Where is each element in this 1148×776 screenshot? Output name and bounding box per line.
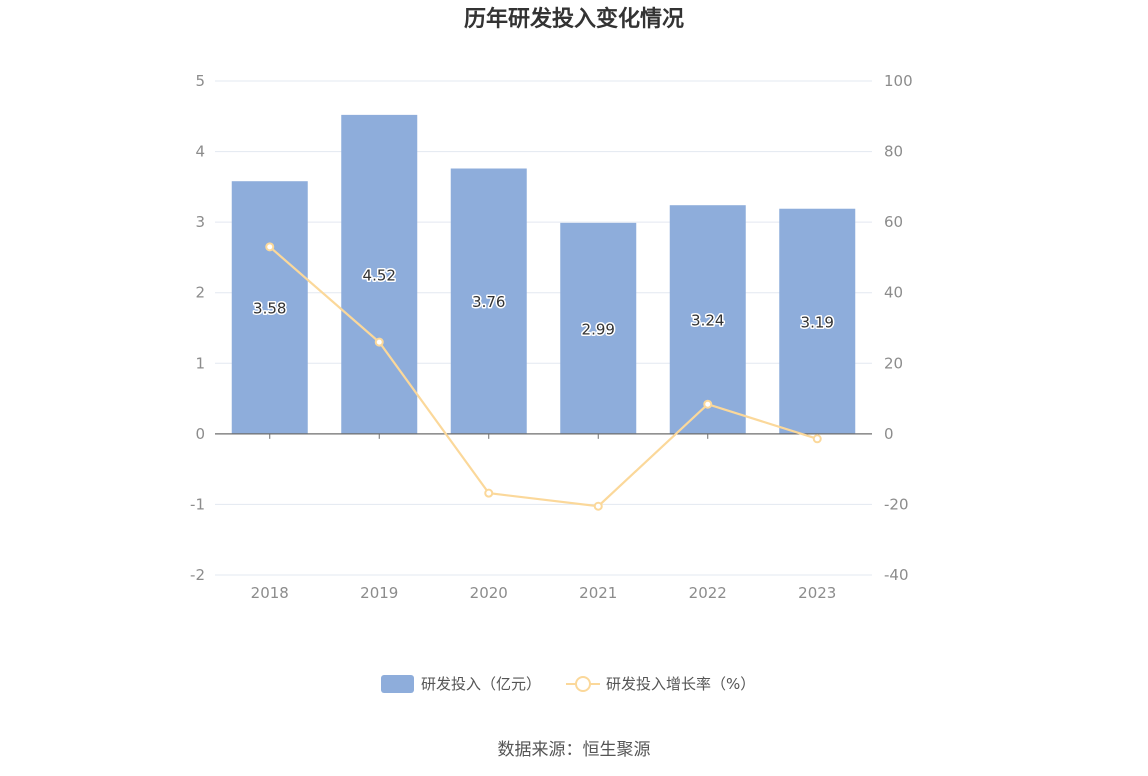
right-tick-label: 60 [884,213,903,231]
x-tick-label: 2019 [360,584,398,602]
left-tick-label: -2 [190,566,205,584]
right-tick-label: 20 [884,354,903,372]
line-series [265,242,822,511]
bar-data-label: 4.52 [363,266,396,284]
bar-data-label: 3.58 [253,300,286,318]
growth-rate-point [812,434,822,444]
x-tick-label: 2020 [470,584,508,602]
x-tick-label: 2021 [579,584,617,602]
legend-line-marker[interactable] [575,676,591,692]
bar-data-label: 3.24 [691,312,724,330]
left-tick-label: 5 [195,72,205,90]
growth-rate-point [265,242,275,252]
legend: 研发投入（亿元） 研发投入增长率（%） [381,675,755,693]
bar-data-labels: 3.58 4.52 3.76 2.99 3.24 3.19 [252,265,836,340]
x-axis: 2018 2019 2020 2021 2022 2023 [251,433,836,602]
left-tick-label: -1 [190,495,205,513]
data-source: 数据来源：恒生聚源 [498,740,651,760]
growth-rate-point [703,399,713,409]
chart-title: 历年研发投入变化情况 [464,6,684,32]
left-tick-label: 1 [195,354,205,372]
bar [560,222,637,434]
left-axis: 5 4 3 2 1 0 -1 -2 [190,72,205,584]
left-tick-label: 3 [195,213,205,231]
growth-rate-point [484,488,494,498]
right-tick-label: -40 [884,566,909,584]
bar-data-label: 3.76 [472,293,505,311]
bar [669,205,746,434]
bar-series [231,114,856,434]
right-axis: 100 80 60 40 20 0 -20 -40 [884,72,913,584]
bar [779,208,856,434]
growth-rate-point [593,501,603,511]
x-tick-label: 2023 [798,584,836,602]
left-tick-label: 2 [195,284,205,302]
x-tick-label: 2018 [251,584,289,602]
bar-data-label: 3.19 [801,313,834,331]
legend-line-label[interactable]: 研发投入增长率（%） [606,675,755,693]
bar-data-label: 2.99 [582,320,615,338]
legend-bar-label[interactable]: 研发投入（亿元） [421,675,541,693]
right-tick-label: 100 [884,72,913,90]
bar [231,181,308,434]
left-tick-label: 4 [195,143,205,161]
right-tick-label: 40 [884,284,903,302]
bar [450,168,527,434]
growth-rate-point [374,337,384,347]
right-tick-label: 0 [884,425,894,443]
growth-rate-line [269,246,818,508]
right-tick-label: -20 [884,495,909,513]
grid-lines [215,80,872,576]
right-tick-label: 80 [884,143,903,161]
legend-bar-swatch[interactable] [381,675,414,693]
bar [341,114,418,434]
x-tick-label: 2022 [689,584,727,602]
left-tick-label: 0 [195,425,205,443]
